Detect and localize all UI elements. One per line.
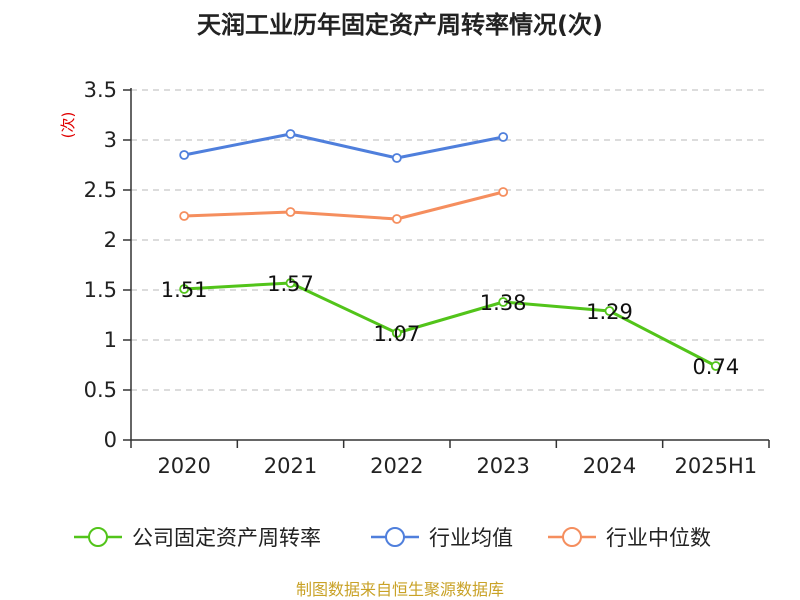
data-label: 1.07 [373, 322, 420, 346]
legend-marker [385, 527, 405, 547]
x-tick-label: 2021 [264, 454, 317, 478]
data-point [391, 214, 402, 224]
legend-label: 行业均值 [429, 526, 513, 550]
legend-marker [562, 527, 582, 547]
legend-item: 行业均值 [371, 526, 513, 550]
series-1 [179, 129, 509, 163]
series-line [184, 281, 717, 368]
y-tick-label: 2 [104, 228, 117, 252]
series-line [183, 132, 504, 160]
data-label: 1.57 [267, 272, 314, 296]
data-point [179, 284, 190, 294]
data-point [391, 328, 402, 338]
data-point [498, 187, 509, 197]
x-tick-label: 2025H1 [675, 454, 758, 478]
legend-label: 行业中位数 [606, 526, 711, 550]
y-tick-label: 3.5 [84, 78, 117, 102]
data-point [179, 211, 190, 221]
data-point [604, 306, 615, 316]
data-point [285, 278, 296, 288]
data-point [179, 150, 190, 160]
source-note: 制图数据来自恒生聚源数据库 [296, 580, 504, 599]
data-label: 0.74 [692, 355, 739, 379]
chart-title: 天润工业历年固定资产周转率情况(次) [197, 11, 603, 39]
x-tick-label: 2020 [157, 454, 210, 478]
series-2 [179, 187, 509, 224]
legend: 公司固定资产周转率 行业均值 行业中位数 [74, 526, 711, 550]
legend-marker [88, 527, 108, 547]
y-tick-label: 2.5 [84, 178, 117, 202]
y-tick-label: 1.5 [84, 278, 117, 302]
x-tick-label: 2023 [476, 454, 529, 478]
data-label: 1.29 [586, 300, 633, 324]
data-point [498, 132, 509, 142]
y-tick-label: 0 [104, 428, 117, 452]
data-point [285, 207, 296, 217]
y-axis-unit-label: (次) [59, 112, 77, 139]
y-tick-label: 1 [104, 328, 117, 352]
legend-label: 公司固定资产周转率 [132, 526, 321, 550]
x-tick-label: 2022 [370, 454, 423, 478]
data-label: 1.38 [480, 291, 527, 315]
data-point [498, 297, 509, 307]
x-tick-label: 2024 [583, 454, 636, 478]
data-label: 1.51 [161, 278, 208, 302]
series-layer: 1.51 1.57 1.07 1.38 1.29 0.74 [161, 129, 739, 379]
y-tick-label: 0.5 [84, 378, 117, 402]
series-line [184, 190, 504, 221]
legend-item: 公司固定资产周转率 [74, 526, 321, 550]
data-point [710, 361, 721, 371]
legend-item: 行业中位数 [548, 526, 711, 550]
axes: 0 0.5 1 1.5 2 2.5 3 3.5 2020 2021 2022 2023 2024 2025… [84, 78, 770, 478]
series-0: 1.51 1.57 1.07 1.38 1.29 0.74 [161, 272, 739, 379]
y-tick-label: 3 [104, 128, 117, 152]
data-point [391, 153, 402, 163]
data-point [285, 129, 296, 139]
